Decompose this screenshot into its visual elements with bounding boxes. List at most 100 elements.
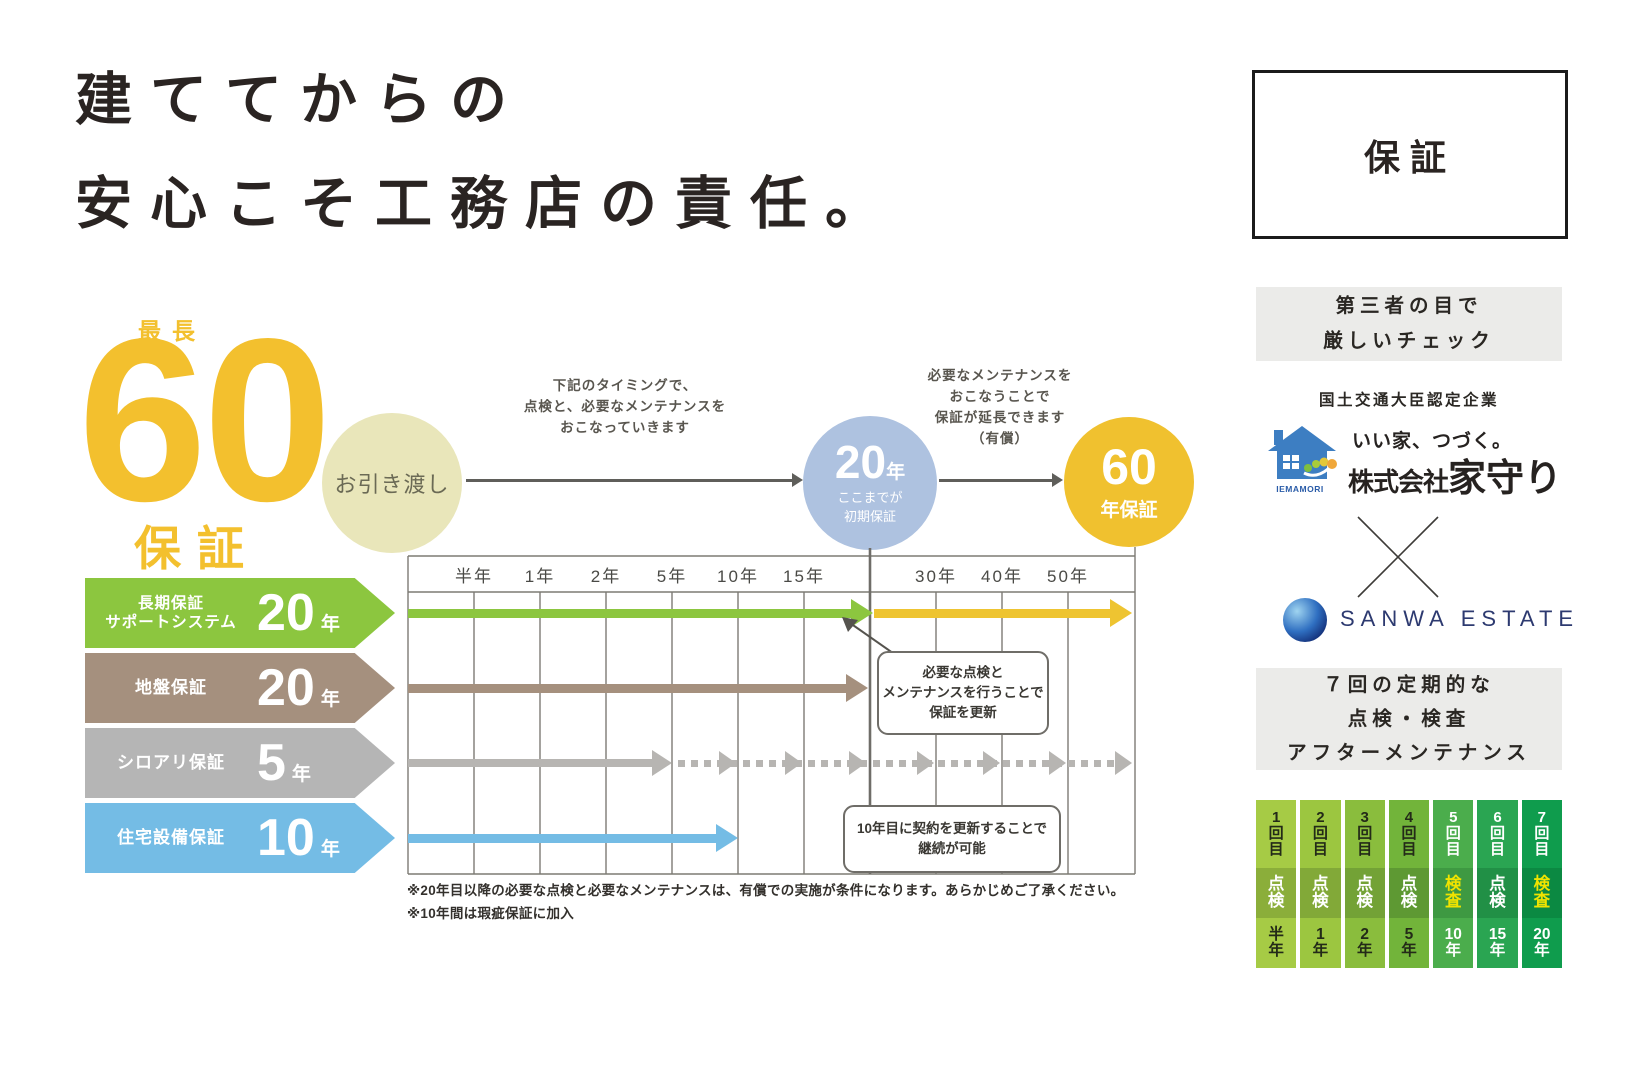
termite-arrow-head-icon: [652, 750, 672, 776]
handover-label: お引き渡し: [334, 472, 450, 497]
extension-arrow-head-icon: [1110, 599, 1132, 627]
extended-warranty-circle: 60 年保証: [1064, 417, 1194, 547]
partner-name: SANWA ESTATE: [1340, 606, 1580, 631]
equipment-arrow-head-icon: [716, 824, 738, 852]
flow-note-extension: 必要なメンテナンスを おこなうことで 保証が延長できます （有償）: [927, 368, 1073, 446]
extended-warranty-number: 60: [1101, 439, 1157, 495]
equipment-arrow: [408, 834, 716, 843]
schedule-round: 2 回 目: [1300, 800, 1341, 868]
termite-dash-head-20y-icon: [849, 751, 866, 775]
initial-warranty-circle: 20 年 ここまでが 初期保証: [803, 416, 937, 550]
axis-label-1y: 1年: [524, 567, 556, 586]
schedule-type: 点 検: [1300, 868, 1341, 918]
inspection-schedule-table: 1 回 目 点 検 半 年 2 回 目 点 検 1 年 3 回 目 点 検 2 …: [1256, 800, 1562, 968]
termite-dash-head-60y-icon: [1115, 751, 1132, 775]
schedule-time: 10 年: [1433, 918, 1474, 968]
handover-circle: お引き渡し: [322, 413, 462, 553]
banner-longterm-label: 長期保証 サポートシステム: [105, 594, 237, 631]
termite-dash-head-10y-icon: [719, 751, 736, 775]
iemamori-tagline: いい家、つづく。: [1352, 431, 1513, 452]
termite-dash-head-40y-icon: [983, 751, 1000, 775]
flow-arrow-2: [939, 479, 1053, 482]
axis-label-10y: 10年: [717, 567, 759, 586]
schedule-column-1: 1 回 目 点 検 半 年: [1256, 800, 1297, 968]
flow-arrow-1-head-icon: [792, 473, 803, 487]
axis-label-2y: 2年: [590, 567, 622, 586]
certification-label: 国土交通大臣認定企業: [1318, 392, 1499, 409]
schedule-time: 半 年: [1256, 918, 1297, 968]
schedule-type: 検 査: [1521, 868, 1562, 918]
schedule-time: 15 年: [1477, 918, 1518, 968]
banner-ground-warranty: 地盤保証 20 年: [85, 653, 395, 723]
banner-equipment-unit: 年: [320, 838, 340, 860]
schedule-type: 点 検: [1388, 868, 1430, 918]
hero-60-number: 60: [78, 291, 332, 550]
banner-longterm-support: 長期保証 サポートシステム 20 年: [85, 578, 395, 648]
axis-label-half-year: 半年: [455, 567, 493, 586]
banner-ground-years: 20: [257, 659, 315, 717]
longterm-arrow: [408, 609, 851, 618]
schedule-type: 点 検: [1344, 868, 1385, 918]
company-prefix: 株式会社: [1348, 467, 1449, 497]
axis-label-50y: 50年: [1047, 567, 1089, 586]
banner-longterm-unit: 年: [320, 613, 340, 635]
cross-icon: [1357, 516, 1439, 598]
initial-warranty-number: 20: [834, 436, 887, 489]
banner-equipment-label: 住宅設備保証: [117, 828, 225, 848]
schedule-round: 4 回 目: [1388, 800, 1430, 868]
banner-ground-label: 地盤保証: [135, 678, 207, 698]
schedule-round: 6 回 目: [1477, 800, 1518, 868]
banner-ground-unit: 年: [320, 688, 340, 710]
extended-warranty-label: 年保証: [1100, 500, 1158, 521]
callout-renew: 必要な点検と メンテナンスを行うことで 保証を更新: [877, 651, 1049, 735]
schedule-column-5: 5 回 目 検 査 10 年: [1433, 800, 1474, 968]
banner-equipment-years: 10: [257, 809, 315, 867]
axis-label-15y: 15年: [783, 567, 825, 586]
schedule-type: 点 検: [1256, 868, 1297, 918]
schedule-round: 7 回 目: [1521, 800, 1562, 868]
schedule-round: 1 回 目: [1256, 800, 1297, 868]
axis-label-40y: 40年: [981, 567, 1023, 586]
iemamori-house-icon: [1268, 426, 1337, 479]
callout-contract: 10年目に契約を更新することで 継続が可能: [843, 805, 1061, 873]
schedule-column-7: 7 回 目 検 査 20 年: [1521, 800, 1562, 968]
footnote-1: ※20年目以降の必要な点検と必要なメンテナンスは、有償での実施が条件になります。…: [407, 883, 1125, 898]
schedule-column-3: 3 回 目 点 検 2 年: [1344, 800, 1385, 968]
termite-dash-head-30y-icon: [917, 751, 934, 775]
termite-arrow: [408, 759, 652, 767]
schedule-column-2: 2 回 目 点 検 1 年: [1300, 800, 1341, 968]
third-party-check-box: 第三者の目で 厳しいチェック: [1256, 287, 1562, 361]
banner-termite-years: 5: [257, 734, 286, 792]
flow-arrow-2-head-icon: [1052, 473, 1063, 487]
extension-arrow: [874, 609, 1110, 618]
initial-warranty-unit: 年: [886, 462, 906, 484]
termite-dash-head-50y-icon: [1049, 751, 1066, 775]
initial-warranty-caption: ここまでが 初期保証: [837, 490, 903, 524]
schedule-column-6: 6 回 目 点 検 15 年: [1477, 800, 1518, 968]
banner-termite-warranty: シロアリ保証 5 年: [85, 728, 395, 798]
company-name: 家守り: [1448, 458, 1563, 500]
footnote-2: ※10年間は瑕疵保証に加入: [407, 906, 575, 921]
schedule-column-4: 4 回 目 点 検 5 年: [1388, 800, 1430, 968]
schedule-type: 点 検: [1477, 868, 1518, 918]
flow-note-inspection: 下記のタイミングで、 点検と、必要なメンテナンスを おこなっていきます: [523, 378, 727, 435]
termite-dash-head-15y-icon: [785, 751, 802, 775]
hero-warranty-label: 保証: [134, 522, 260, 575]
hero-max-label: 最長: [138, 318, 206, 344]
schedule-time: 2 年: [1344, 918, 1385, 968]
maintenance-box: ７回の定期的な 点検・検査 アフターメンテナンス: [1256, 668, 1562, 770]
heading-line1: 建ててからの: [75, 68, 525, 132]
iemamori-logo-text: IEMAMORI: [1276, 484, 1324, 494]
ground-arrow-head-icon: [846, 674, 868, 702]
warranty-badge-label: 保証: [1363, 136, 1456, 178]
ground-arrow: [408, 684, 846, 693]
banner-termite-label: シロアリ保証: [117, 753, 225, 773]
heading-line2: 安心こそ工務店の責任。: [75, 172, 900, 236]
axis-label-30y: 30年: [915, 567, 957, 586]
schedule-round: 3 回 目: [1344, 800, 1385, 868]
banner-equipment-warranty: 住宅設備保証 10 年: [85, 803, 395, 873]
schedule-round: 5 回 目: [1433, 800, 1474, 868]
schedule-time: 5 年: [1388, 918, 1430, 968]
banner-termite-unit: 年: [291, 763, 311, 785]
